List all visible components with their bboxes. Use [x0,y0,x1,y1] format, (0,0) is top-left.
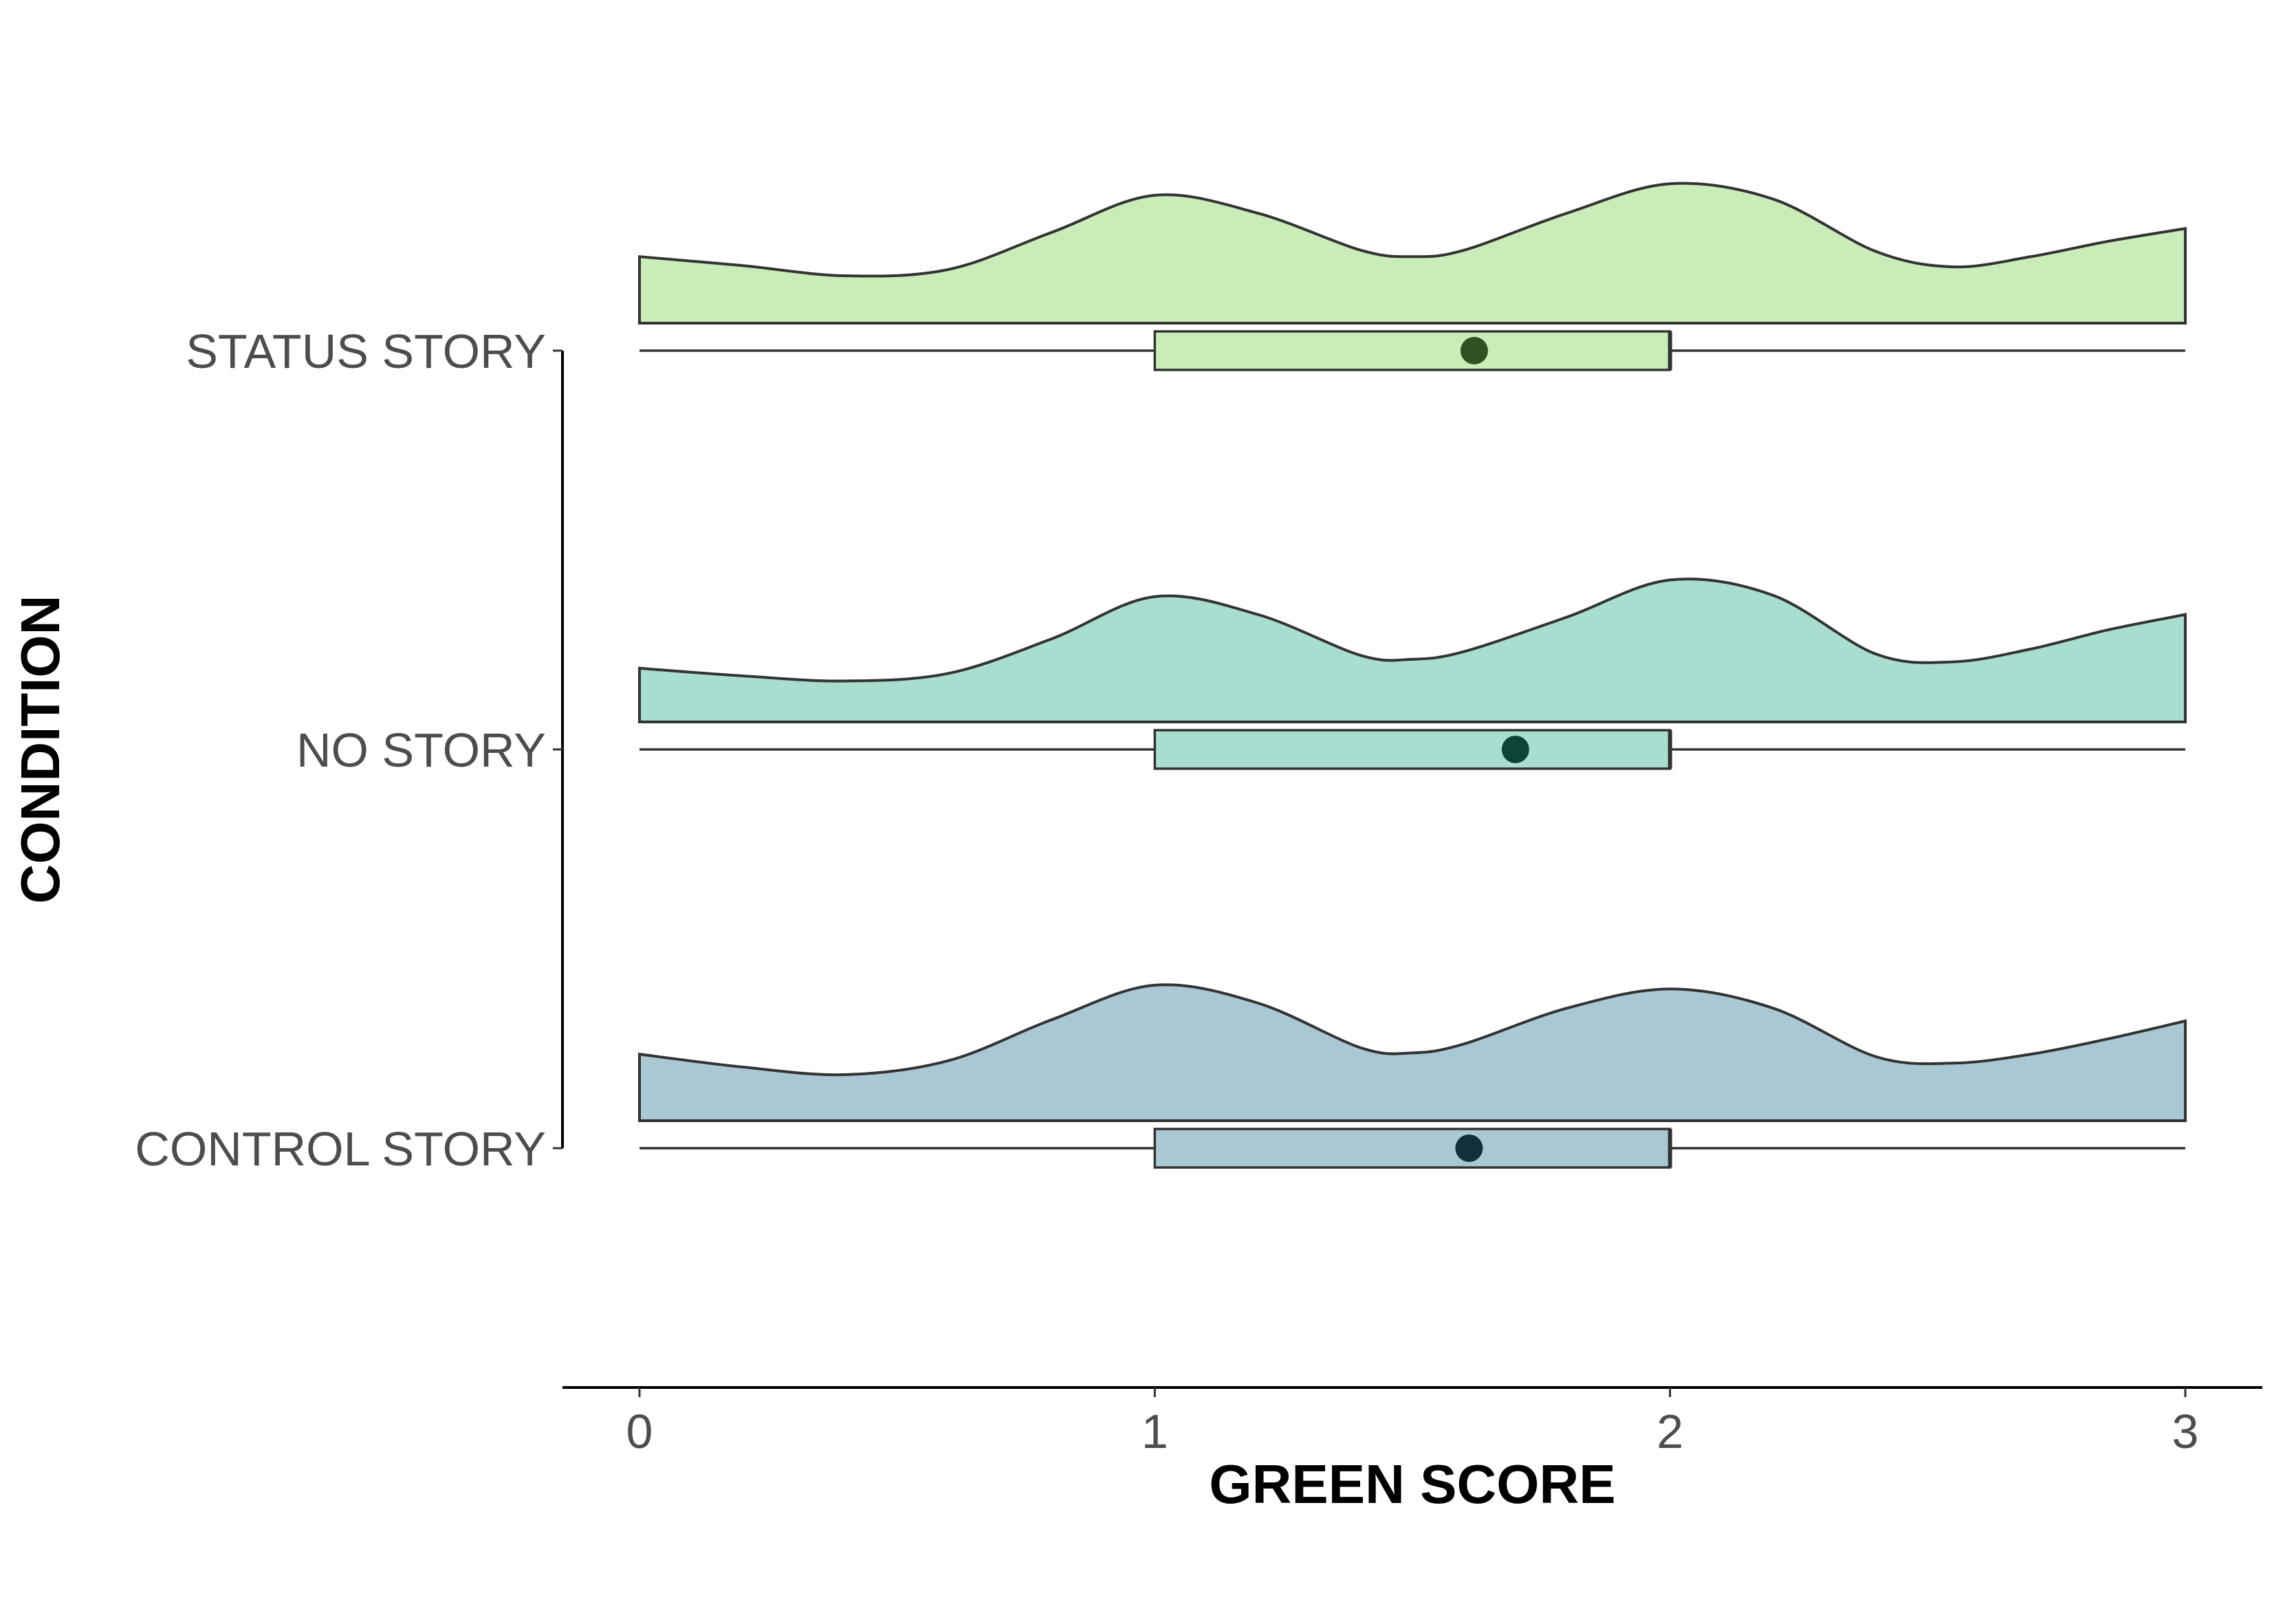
box-no-story [1153,729,1672,770]
y-axis-title: CONDITION [10,595,71,904]
y-tick-label-control-story: CONTROL STORY [135,1122,546,1176]
mean-point-no-story [1501,736,1529,763]
x-axis-title: GREEN SCORE [1209,1453,1615,1515]
x-tick-label-2: 2 [1657,1405,1683,1458]
density-cloud-status-story [638,182,2187,325]
box-status-story [1153,330,1672,371]
mean-point-control-story [1455,1134,1483,1162]
y-tick-label-status-story: STATUS STORY [186,325,546,378]
x-tick-label-0: 0 [626,1405,653,1458]
x-axis: 0 1 2 3 [562,1386,2262,1458]
density-cloud-control-story [638,983,2187,1122]
boxplot-layer [639,330,2185,1169]
y-tick-label-no-story: NO STORY [296,723,546,777]
x-tick-label-3: 3 [2172,1405,2199,1458]
box-control-story [1153,1128,1672,1169]
y-axis: STATUS STORY NO STORY CONTROL STORY [135,325,564,1176]
x-tick-label-1: 1 [1141,1405,1168,1458]
density-cloud-no-story [638,578,2187,723]
density-layer [638,182,2187,1122]
mean-point-status-story [1460,337,1488,364]
